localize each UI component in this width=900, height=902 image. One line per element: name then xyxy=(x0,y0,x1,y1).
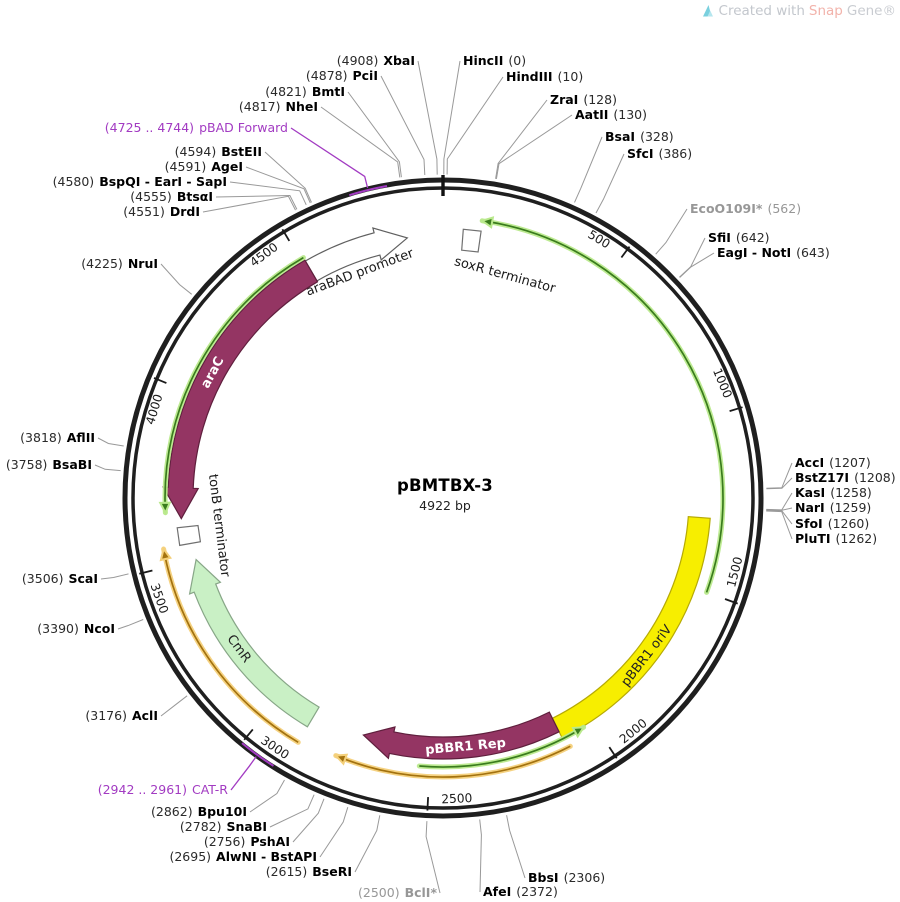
site-leader-line-SnaBI xyxy=(269,794,315,828)
orf-arrow-line xyxy=(163,553,299,744)
snapgene-watermark: Created with Snap Gene® xyxy=(701,3,896,19)
site-leader-line-BstZ17I xyxy=(766,477,793,490)
feature-tonB-terminator xyxy=(176,524,202,547)
site-leader-line-PciI xyxy=(380,75,426,176)
site-leader-line-BspQI-EarI-SapI xyxy=(229,181,307,206)
primer-leader-line-pBAD-Forward xyxy=(290,127,369,189)
scale-tick xyxy=(243,728,254,741)
scale-tick xyxy=(281,228,291,242)
site-leader-line-PshAI xyxy=(292,798,325,843)
site-leader-line-BsaBI xyxy=(94,464,121,472)
feature-label-tonB-terminator: tonB terminator xyxy=(205,473,233,578)
site-leader-line-ZraI xyxy=(495,99,548,179)
site-leader-line-AclI xyxy=(160,695,188,717)
site-leader-line-ScaI xyxy=(100,573,129,580)
scale-tick xyxy=(620,246,631,259)
site-leader-line-BsaI xyxy=(574,136,603,203)
scale-tick-label: 4000 xyxy=(143,392,166,426)
site-leader-line-BbsI xyxy=(506,815,526,879)
site-leader-line-SfcI xyxy=(595,153,625,214)
watermark-brand-gene: Gene® xyxy=(846,3,896,19)
feature-label-pBBR1-oriV: pBBR1 oriV xyxy=(619,622,676,689)
feature-pBBR1-Rep xyxy=(362,711,560,760)
orf-arrowhead xyxy=(571,726,586,739)
scale-tick xyxy=(608,746,618,759)
site-leader-line-Bts-I xyxy=(215,194,298,210)
feature-CmR xyxy=(188,558,320,728)
site-leader-line-HindIII xyxy=(446,76,504,175)
orf-arrowhead xyxy=(333,753,349,766)
feature-label-pBBR1-Rep: pBBR1 Rep xyxy=(425,736,507,758)
site-leader-line-EcoO109I- xyxy=(655,208,688,255)
scale-tick xyxy=(139,569,153,575)
scale-tick-label: 500 xyxy=(585,227,612,251)
site-leader-line-BclI- xyxy=(425,821,441,894)
site-leader-line-BstEII xyxy=(264,151,312,203)
scale-tick-label: 2500 xyxy=(441,791,473,806)
site-leader-line-NruI xyxy=(160,263,193,295)
watermark-prefix: Created with xyxy=(718,3,805,19)
site-leader-line-SfoI xyxy=(766,509,793,525)
site-leader-line-NcoI xyxy=(117,619,144,630)
site-leader-line-SfiI xyxy=(679,237,706,278)
site-leader-line-BmtI xyxy=(347,91,402,178)
site-leader-line-AlwNI-BstAPI xyxy=(319,807,349,858)
site-leader-line-AccI xyxy=(766,462,793,489)
site-leader-line-DrdI xyxy=(202,195,296,213)
primer-leader-line-CAT-R xyxy=(230,756,257,791)
site-leader-line-BseRI xyxy=(354,815,381,873)
orf-arrow-line xyxy=(486,220,724,593)
primer-mark-pBAD-Forward xyxy=(349,185,388,197)
scale-tick xyxy=(729,406,743,412)
orf-arrowhead xyxy=(159,546,173,562)
site-leader-line-PluTI xyxy=(766,510,793,540)
orf-arrow-line xyxy=(419,728,581,768)
site-leader-line-NheI xyxy=(320,106,401,178)
watermark-brand-snap: Snap xyxy=(808,3,843,19)
site-leader-line-KasI xyxy=(766,492,793,511)
feature-soxR-terminator xyxy=(461,228,482,253)
plasmid-title-block: pBMTBX-3 4922 bp xyxy=(397,476,493,513)
orf-arrow-line xyxy=(164,256,304,509)
site-leader-line-AflII xyxy=(97,437,124,447)
scale-tick xyxy=(153,377,167,384)
feature-araC xyxy=(162,259,319,520)
orf-arrowhead xyxy=(158,501,172,515)
site-leader-line-AfeI xyxy=(479,819,482,893)
plasmid-size: 4922 bp xyxy=(419,498,471,513)
site-leader-line-AgeI xyxy=(245,166,311,204)
site-leader-line-XbaI xyxy=(417,60,438,175)
primer-mark-CAT-R xyxy=(241,742,275,767)
orf-arrowhead xyxy=(479,216,495,229)
orf-arrow-line xyxy=(339,745,571,778)
feature-araBAD-promoter xyxy=(304,227,409,282)
site-leader-line-EagI-NotI xyxy=(679,252,715,278)
site-leader-line-AatII xyxy=(495,114,573,179)
snapgene-logo-icon xyxy=(702,5,713,17)
plasmid-name: pBMTBX-3 xyxy=(397,476,493,495)
site-leader-line-HincII xyxy=(443,60,461,175)
feature-label-soxR-terminator: soxR terminator xyxy=(453,254,558,296)
scale-tick xyxy=(426,797,429,811)
scale-tick xyxy=(724,598,739,605)
site-leader-line-Bpu10I xyxy=(249,779,285,813)
